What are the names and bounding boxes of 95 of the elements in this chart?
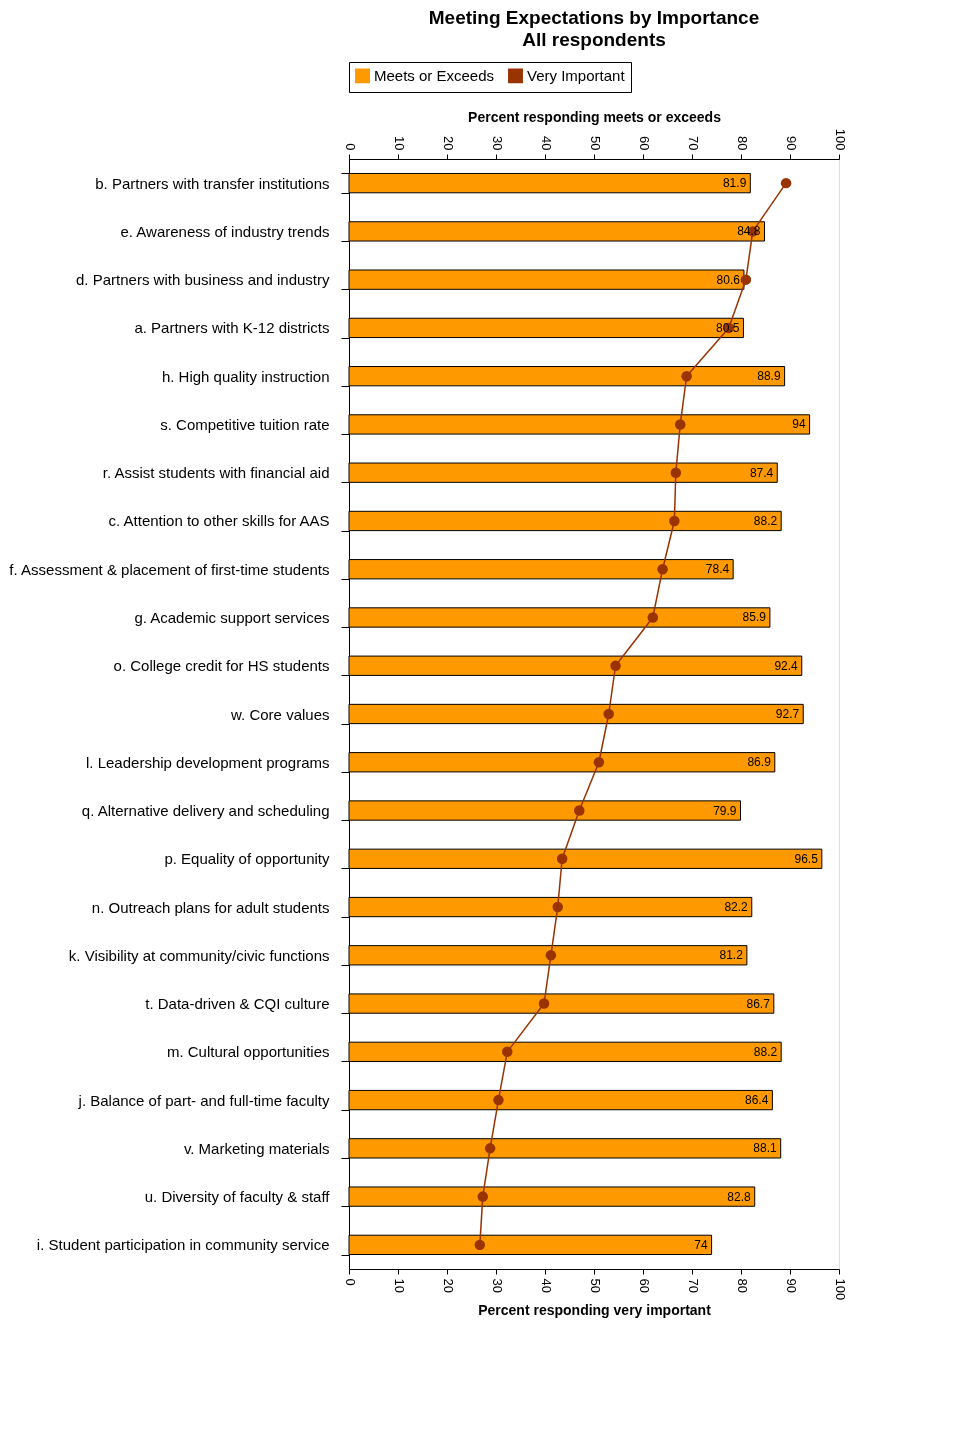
y-tick-label: b. Partners with transfer institutions (95, 174, 330, 192)
chart-subtitle: All respondents (522, 28, 666, 50)
x2-tick-label: 100 (832, 1278, 848, 1301)
x-tick-label: 100 (832, 128, 848, 151)
point (484, 1143, 496, 1154)
data-label: 86.4 (745, 1093, 769, 1108)
y-tick-label: g. Academic support services (134, 608, 330, 626)
legend-label: Meets or Exceeds (374, 66, 495, 84)
data-label: 86.7 (746, 996, 771, 1011)
data-label: 87.4 (749, 465, 774, 480)
point (780, 177, 792, 189)
point (552, 901, 563, 913)
y-tick-label: w. Core values (230, 705, 330, 723)
y-tick-label: k. Visibility at community/civic functions (68, 946, 330, 964)
x2-tick-label: 60 (636, 1278, 652, 1293)
y-tick-label: r. Assist students with financial aid (102, 464, 330, 482)
x2-tick-label: 80 (734, 1278, 750, 1293)
data-label: 78.4 (705, 562, 730, 577)
y-tick-label: i. Student participation in community service (36, 1236, 330, 1254)
point (593, 757, 605, 768)
data-label: 82.8 (727, 1189, 752, 1204)
point (493, 1094, 504, 1106)
chart-title: Meeting Expectations by Importance (428, 6, 760, 28)
data-label: 96.5 (794, 851, 819, 866)
x2-tick-label: 40 (538, 1278, 554, 1293)
legend-label: Very Important (527, 66, 626, 84)
x-tick-label: 20 (440, 136, 456, 151)
data-label: 74 (694, 1237, 708, 1252)
x-tick-label: 10 (391, 136, 407, 151)
point (681, 370, 692, 382)
y-tick-label: l. Leadership development programs (86, 753, 330, 771)
y-tick-label: f. Assessment & placement of first-time students (9, 560, 330, 578)
data-label: 81.9 (722, 176, 747, 191)
x2-tick-label: 90 (783, 1278, 799, 1293)
point (669, 515, 680, 527)
x-tick-label: 0 (342, 143, 358, 151)
data-label: 88.1 (753, 1141, 778, 1156)
x2-tick-label: 30 (489, 1278, 505, 1293)
point (477, 1191, 489, 1202)
point (545, 950, 557, 961)
data-label: 86.9 (747, 755, 772, 770)
point (474, 1239, 486, 1251)
y-tick-label: u. Diversity of faculty & staff (144, 1188, 331, 1206)
data-label: 88.2 (753, 1044, 778, 1059)
point (502, 1046, 513, 1058)
data-label: 94 (792, 417, 806, 432)
y-tick-label: j. Balance of part- and full-time faculty (77, 1091, 330, 1109)
y-tick-label: t. Data-driven & CQI culture (145, 995, 330, 1013)
data-label: 88.2 (753, 513, 778, 528)
x-tick-label: 40 (538, 136, 554, 151)
data-label: 79.9 (713, 803, 737, 818)
data-label: 88.9 (757, 369, 781, 384)
x2-tick-label: 0 (342, 1278, 358, 1286)
data-label: 82.2 (724, 900, 749, 915)
y-tick-label: p. Equality of opportunity (164, 850, 330, 868)
x-tick-label: 50 (587, 136, 603, 151)
data-label: 92.4 (774, 658, 799, 673)
y-tick-label: m. Cultural opportunities (166, 1043, 330, 1061)
y-tick-label: v. Marketing materials (183, 1139, 330, 1157)
y-tick-label: q. Alternative delivery and scheduling (81, 802, 330, 820)
y-tick-label: o. College credit for HS students (113, 657, 330, 675)
x-tick-label: 30 (489, 136, 505, 151)
x-axis-title: Percent responding very important (478, 1302, 712, 1319)
y-tick-label: n. Outreach plans for adult students (91, 898, 330, 916)
y-tick-label: s. Competitive tuition rate (160, 415, 330, 433)
data-label: 84.8 (737, 224, 761, 239)
point (657, 563, 668, 575)
point (574, 805, 585, 816)
x-tick-label: 60 (636, 136, 652, 151)
x2-tick-label: 10 (391, 1278, 407, 1293)
point (675, 419, 686, 430)
point (670, 467, 682, 478)
point (647, 612, 659, 623)
x-tick-label: 90 (783, 136, 799, 151)
x2-tick-label: 20 (440, 1278, 456, 1293)
data-label: 85.9 (742, 610, 767, 625)
point (610, 660, 621, 671)
x2-axis-title: Percent responding meets or exceeds (468, 108, 722, 125)
x2-tick-label: 70 (685, 1278, 701, 1293)
x2-tick-label: 50 (587, 1278, 603, 1293)
y-tick-label: e. Awareness of industry trends (120, 222, 330, 240)
y-tick-label: c. Attention to other skills for AAS (108, 512, 330, 530)
point (538, 998, 550, 1009)
y-tick-label: a. Partners with K-12 districts (134, 319, 330, 337)
x-tick-label: 70 (685, 136, 701, 151)
data-label: 92.7 (775, 707, 800, 721)
point (740, 274, 752, 285)
x-tick-label: 80 (734, 136, 750, 151)
point (556, 853, 568, 865)
data-label: 80.6 (716, 272, 741, 287)
data-label: 81.2 (719, 948, 744, 963)
y-tick-label: d. Partners with business and industry (76, 271, 330, 289)
point (603, 708, 614, 720)
y-tick-label: h. High quality instruction (161, 367, 330, 385)
data-label: 80.5 (716, 320, 740, 335)
